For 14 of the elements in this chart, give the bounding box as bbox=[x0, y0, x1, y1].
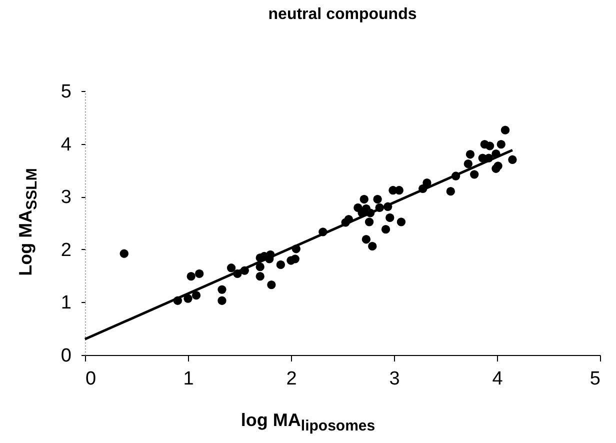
y-tick-label: 5 bbox=[60, 82, 72, 102]
x-tick-label: 2 bbox=[286, 368, 297, 390]
chart-title: neutral compounds bbox=[268, 6, 417, 23]
y-tick-label: 3 bbox=[60, 187, 72, 208]
x-tick-label: 5 bbox=[590, 368, 600, 390]
x-axis-title: log MA$_{liposomes}$ bbox=[240, 410, 376, 435]
x-tick-label: 3 bbox=[389, 368, 400, 390]
y-tick-label: 2 bbox=[60, 240, 72, 261]
x-tick-label: 1 bbox=[183, 368, 194, 390]
y-tick-label: 0 bbox=[60, 346, 72, 366]
y-tick-label: 1 bbox=[60, 292, 72, 314]
x-tick-label: 4 bbox=[492, 368, 504, 390]
y-tick-label: 4 bbox=[60, 134, 72, 156]
x-tick-label: 0 bbox=[86, 368, 96, 390]
